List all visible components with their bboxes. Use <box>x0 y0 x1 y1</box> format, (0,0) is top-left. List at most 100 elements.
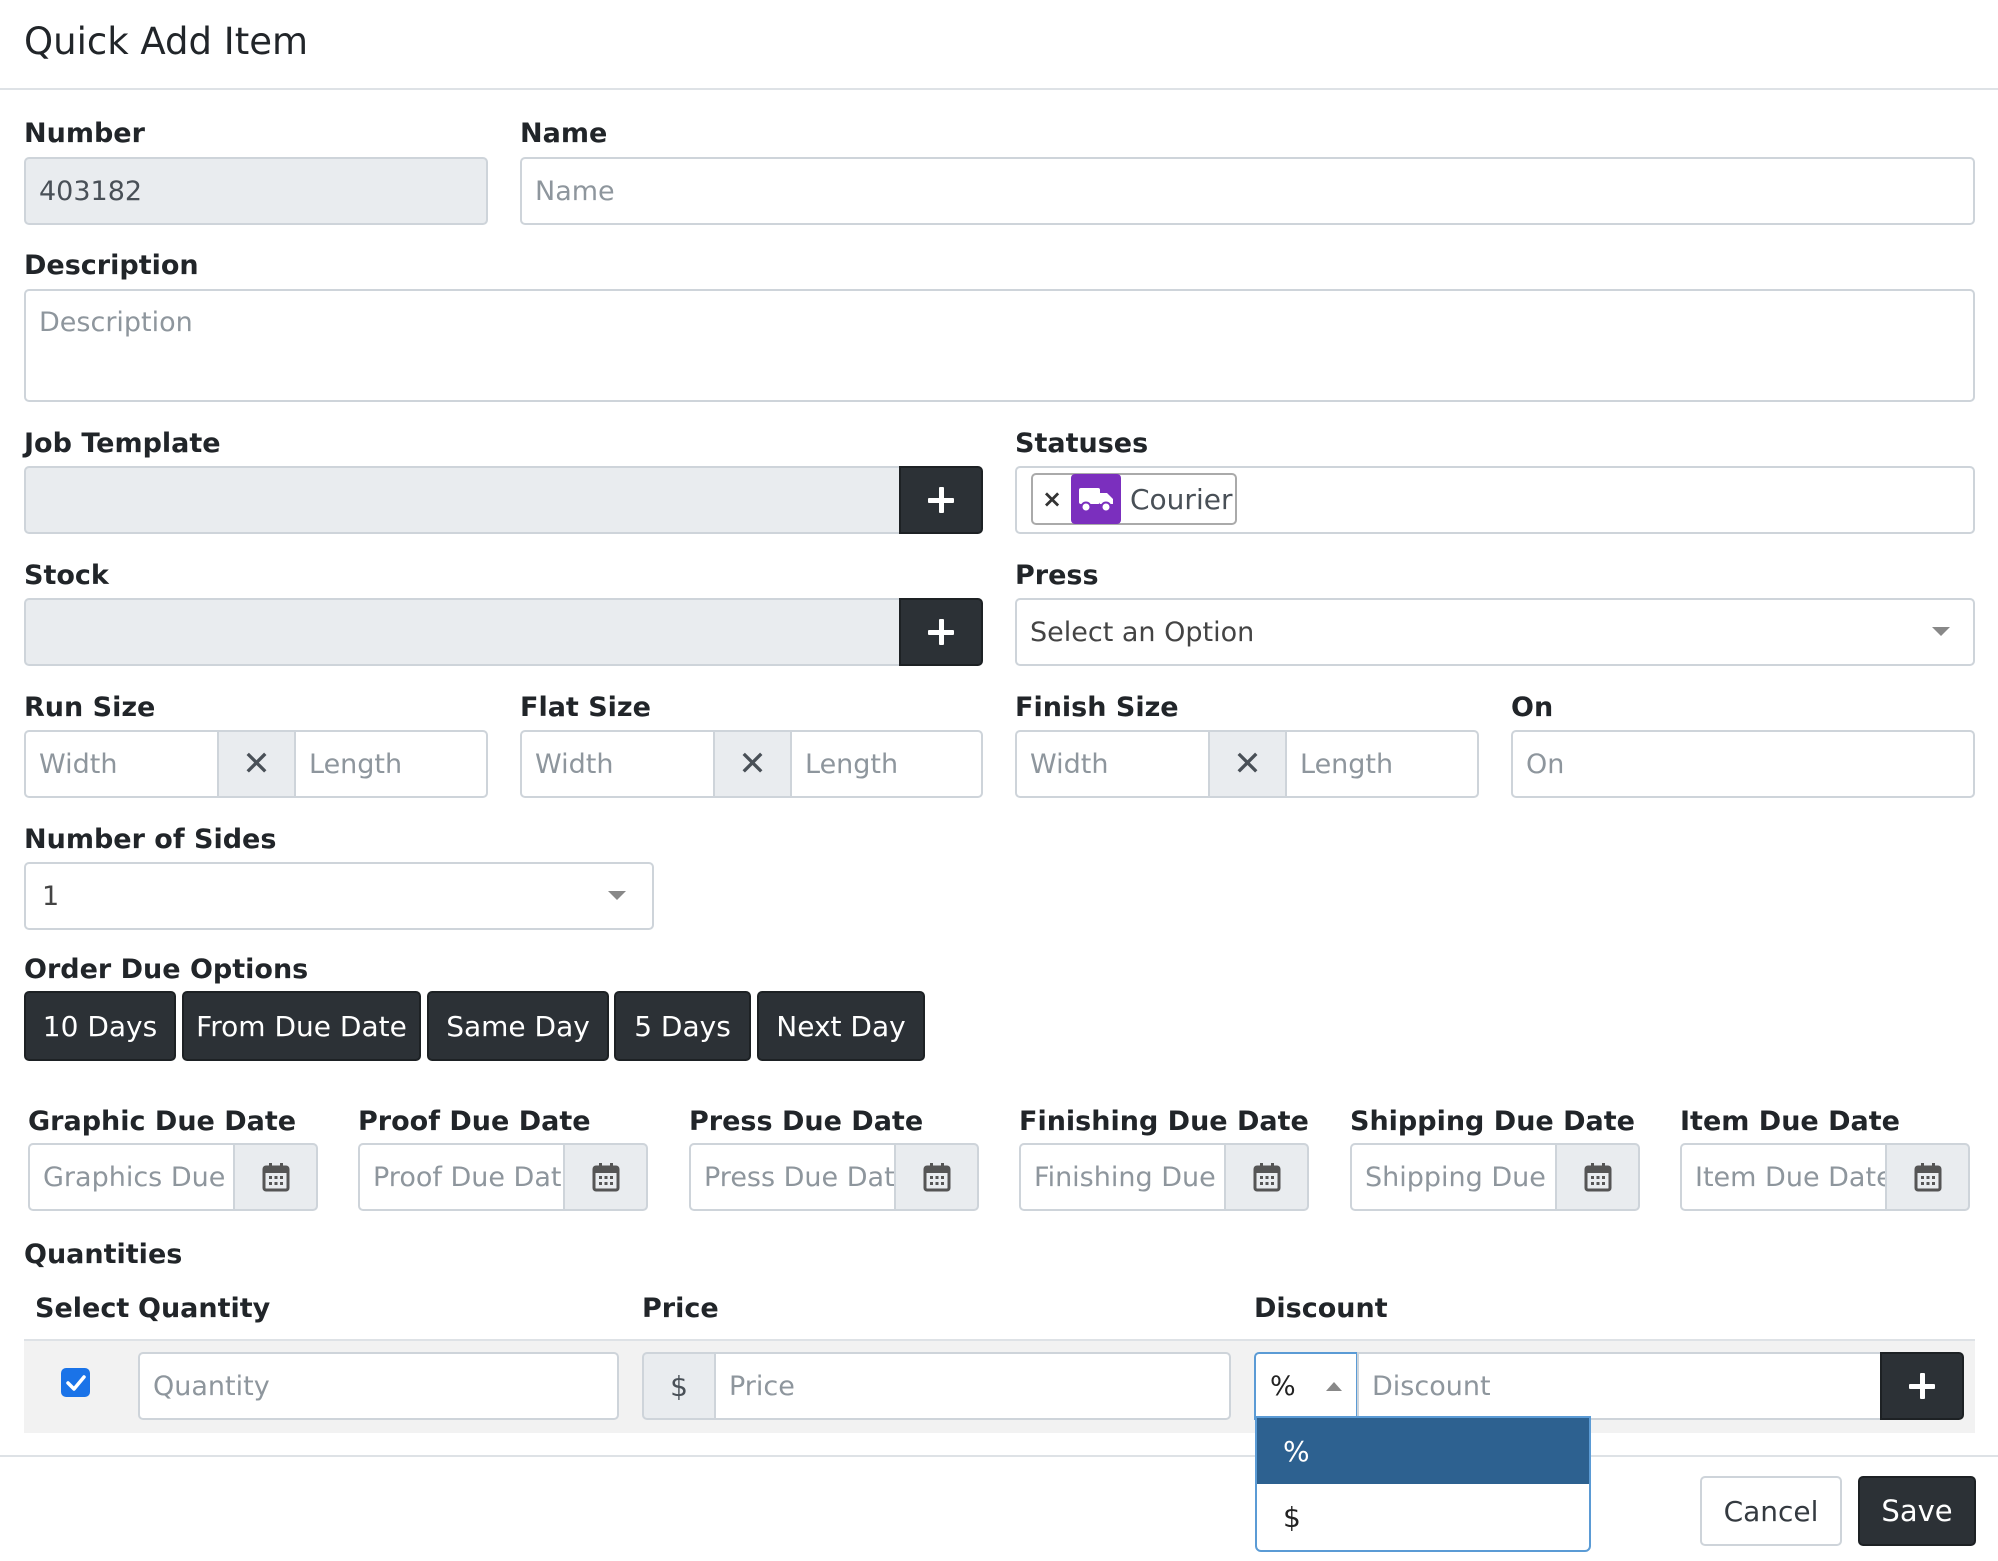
add-job-template-button[interactable] <box>899 466 983 534</box>
name-input[interactable]: Name <box>520 157 1975 225</box>
calendar-icon <box>592 1163 619 1192</box>
order-due-label: Order Due Options <box>24 954 309 985</box>
modal-title: Quick Add Item <box>24 20 309 63</box>
name-placeholder: Name <box>535 175 615 207</box>
due-5-days-button[interactable]: 5 Days <box>614 991 751 1061</box>
number-label: Number <box>24 118 145 149</box>
footer-divider <box>0 1455 1998 1457</box>
run-size-length-input[interactable]: Length <box>294 730 488 798</box>
row-select-checkbox[interactable] <box>61 1368 90 1397</box>
plus-icon <box>928 619 954 645</box>
stock-select[interactable] <box>24 598 901 666</box>
name-label: Name <box>520 118 608 149</box>
finishing-due-calendar-button[interactable] <box>1224 1143 1309 1211</box>
run-size-width-input[interactable]: Width <box>24 730 219 798</box>
sides-select[interactable]: 1 <box>24 862 654 930</box>
due-same-day-button[interactable]: Same Day <box>427 991 609 1061</box>
dropdown-option-dollar[interactable]: $ <box>1283 1500 1301 1534</box>
discount-input[interactable]: Discount <box>1357 1352 1883 1420</box>
finishing-due-placeholder: Finishing Due Date <box>1034 1161 1224 1193</box>
proof-due-input[interactable]: Proof Due Date <box>358 1143 565 1211</box>
add-stock-button[interactable] <box>899 598 983 666</box>
flat-size-width-input[interactable]: Width <box>520 730 715 798</box>
sides-label: Number of Sides <box>24 824 277 855</box>
press-select[interactable]: Select an Option <box>1015 598 1975 666</box>
run-size-length-placeholder: Length <box>309 748 403 780</box>
job-template-select[interactable] <box>24 466 901 534</box>
due-10-days-button[interactable]: 10 Days <box>24 991 176 1061</box>
graphic-due-label: Graphic Due Date <box>28 1106 297 1137</box>
plus-icon <box>1909 1373 1935 1399</box>
number-field: 403182 <box>24 157 488 225</box>
price-currency-addon: $ <box>642 1352 716 1420</box>
description-placeholder: Description <box>39 307 193 338</box>
finishing-due-label: Finishing Due Date <box>1019 1106 1309 1137</box>
times-icon: ✕ <box>1233 744 1262 784</box>
cancel-button[interactable]: Cancel <box>1700 1476 1842 1546</box>
remove-tag-button[interactable]: × <box>1041 485 1063 513</box>
sides-select-value: 1 <box>42 880 60 912</box>
discount-placeholder: Discount <box>1372 1370 1491 1402</box>
run-size-width-placeholder: Width <box>39 748 118 780</box>
chevron-down-icon <box>1932 627 1950 636</box>
finish-size-length-input[interactable]: Length <box>1285 730 1479 798</box>
description-label: Description <box>24 250 199 281</box>
dropdown-option-percent[interactable]: % <box>1257 1418 1589 1484</box>
chevron-up-icon <box>1326 1381 1342 1391</box>
flat-size-length-input[interactable]: Length <box>790 730 983 798</box>
add-quantity-button[interactable] <box>1880 1352 1964 1420</box>
shipping-due-calendar-button[interactable] <box>1555 1143 1640 1211</box>
calendar-icon <box>1914 1163 1941 1192</box>
col-header-price: Price <box>642 1293 719 1324</box>
col-header-quantity: Quantity <box>138 1293 271 1324</box>
press-due-input[interactable]: Press Due Date <box>689 1143 896 1211</box>
proof-due-calendar-button[interactable] <box>563 1143 648 1211</box>
run-size-times: ✕ <box>217 730 296 798</box>
plus-icon <box>928 487 954 513</box>
discount-type-select[interactable]: % <box>1254 1352 1358 1420</box>
description-textarea[interactable]: Description <box>24 289 1975 402</box>
shipping-due-input[interactable]: Shipping Due Date <box>1350 1143 1557 1211</box>
job-template-label: Job Template <box>24 428 221 459</box>
graphic-due-calendar-button[interactable] <box>233 1143 318 1211</box>
finishing-due-input[interactable]: Finishing Due Date <box>1019 1143 1226 1211</box>
on-input[interactable]: On <box>1511 730 1975 798</box>
proof-due-label: Proof Due Date <box>358 1106 591 1137</box>
discount-type-value: % <box>1270 1370 1296 1402</box>
item-due-input[interactable]: Item Due Date <box>1680 1143 1887 1211</box>
quantity-input[interactable]: Quantity <box>138 1352 619 1420</box>
check-icon <box>65 1374 86 1391</box>
modal-header: Quick Add Item <box>0 0 1998 90</box>
calendar-icon <box>1253 1163 1280 1192</box>
col-header-discount: Discount <box>1254 1293 1388 1324</box>
item-due-placeholder: Item Due Date <box>1695 1161 1887 1193</box>
finish-size-length-placeholder: Length <box>1300 748 1394 780</box>
shipping-due-label: Shipping Due Date <box>1350 1106 1635 1137</box>
press-due-calendar-button[interactable] <box>894 1143 979 1211</box>
finish-size-width-input[interactable]: Width <box>1015 730 1210 798</box>
calendar-icon <box>262 1163 289 1192</box>
press-label: Press <box>1015 560 1099 591</box>
item-due-label: Item Due Date <box>1680 1106 1900 1137</box>
finish-size-label: Finish Size <box>1015 692 1179 723</box>
due-from-due-date-button[interactable]: From Due Date <box>182 991 421 1061</box>
run-size-label: Run Size <box>24 692 156 723</box>
graphic-due-input[interactable]: Graphics Due Date <box>28 1143 235 1211</box>
press-due-placeholder: Press Due Date <box>704 1161 896 1193</box>
press-due-label: Press Due Date <box>689 1106 924 1137</box>
statuses-label: Statuses <box>1015 428 1149 459</box>
shipping-due-placeholder: Shipping Due Date <box>1365 1161 1555 1193</box>
item-due-calendar-button[interactable] <box>1885 1143 1970 1211</box>
flat-size-width-placeholder: Width <box>535 748 614 780</box>
calendar-icon <box>923 1163 950 1192</box>
save-button[interactable]: Save <box>1858 1476 1976 1546</box>
col-header-select: Select <box>35 1293 130 1324</box>
times-icon: ✕ <box>242 744 271 784</box>
calendar-icon <box>1584 1163 1611 1192</box>
press-select-value: Select an Option <box>1030 616 1255 648</box>
quantity-placeholder: Quantity <box>153 1370 270 1402</box>
table-header-divider <box>24 1339 1975 1341</box>
due-next-day-button[interactable]: Next Day <box>757 991 925 1061</box>
price-placeholder: Price <box>729 1370 795 1402</box>
price-input[interactable]: Price <box>714 1352 1231 1420</box>
